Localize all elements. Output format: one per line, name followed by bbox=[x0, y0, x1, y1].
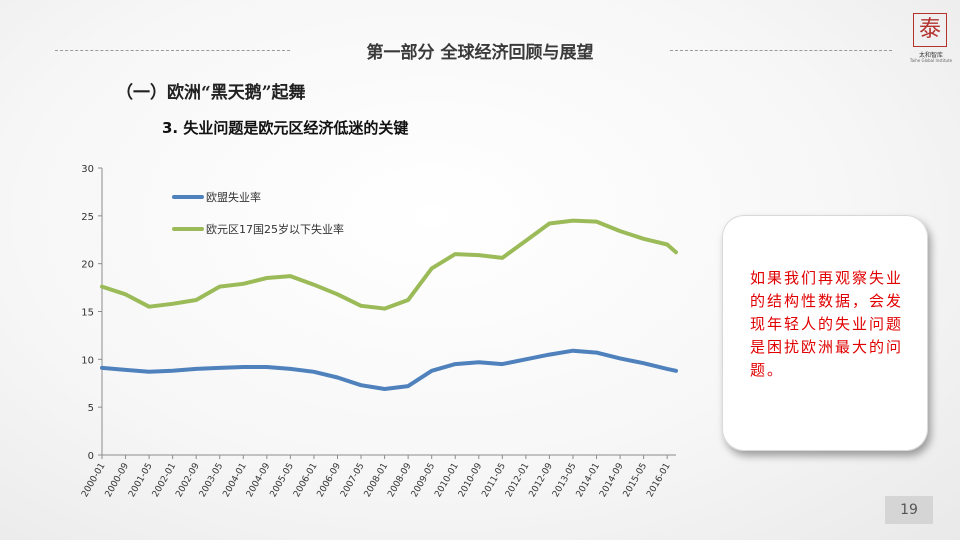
legend-label: 欧盟失业率 bbox=[206, 190, 261, 204]
x-tick-label: 2016-01 bbox=[645, 462, 672, 500]
callout-box: 如果我们再观察失业的结构性数据，会发现年轻人的失业问题是困扰欧洲最大的问题。 bbox=[722, 215, 928, 451]
callout-text: 如果我们再观察失业的结构性数据，会发现年轻人的失业问题是困扰欧洲最大的问题。 bbox=[750, 269, 904, 379]
header-left-dash bbox=[55, 50, 290, 51]
eu-unemployment-line bbox=[100, 348, 678, 391]
y-tick-label: 25 bbox=[81, 212, 94, 223]
header-right-dash bbox=[670, 50, 892, 51]
chart-axes: 0510152025302000-012000-092001-052002-01… bbox=[80, 164, 676, 499]
page-number: 19 bbox=[885, 496, 933, 524]
logo: 泰 太和智库 Taihe Global Institute bbox=[909, 13, 953, 69]
legend-label: 欧元区17国25岁以下失业率 bbox=[206, 222, 344, 236]
y-tick-label: 20 bbox=[81, 260, 94, 271]
y-tick-label: 15 bbox=[81, 308, 94, 319]
logo-name: 太和智库 bbox=[918, 52, 943, 59]
heading-subsection: 3. 失业问题是欧元区经济低迷的关键 bbox=[162, 119, 409, 137]
y-tick-label: 5 bbox=[88, 403, 94, 414]
y-tick-label: 10 bbox=[81, 355, 94, 366]
heading-section: （一）欧洲“黑天鹅”起舞 bbox=[116, 83, 306, 103]
y-tick-label: 30 bbox=[81, 164, 94, 175]
logo-subtitle: Taihe Global Institute bbox=[909, 58, 953, 63]
chart-series bbox=[100, 218, 678, 391]
y-tick-label: 0 bbox=[88, 451, 94, 462]
unemployment-chart: 0510152025302000-012000-092001-052002-01… bbox=[80, 164, 678, 499]
logo-mark: 泰 bbox=[913, 13, 947, 47]
eurozone-youth-unemployment-line bbox=[100, 218, 678, 311]
section-title: 第一部分 全球经济回顾与展望 bbox=[366, 43, 594, 63]
